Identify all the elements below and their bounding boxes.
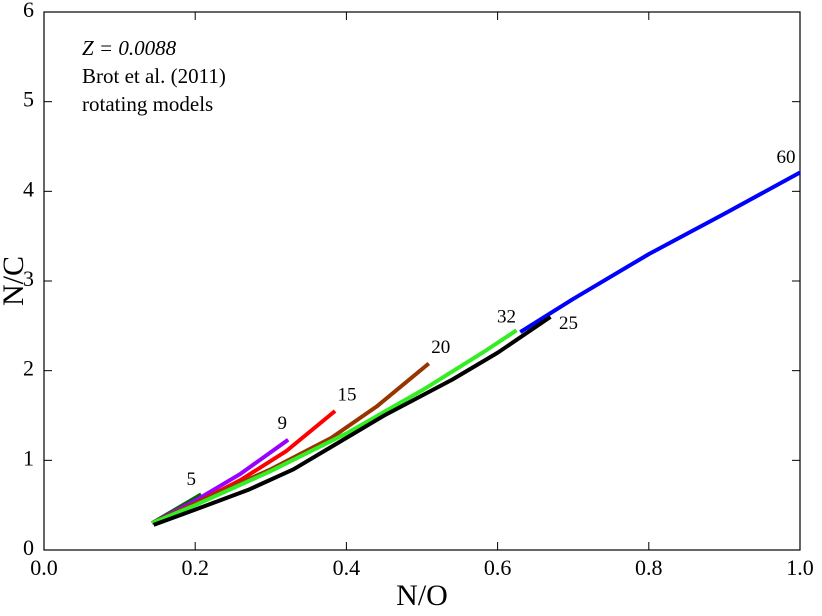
series-label: 9: [277, 413, 287, 434]
y-tick-label: 3: [23, 266, 34, 291]
series-line: [519, 170, 801, 334]
x-tick-label: 1.0: [786, 555, 814, 580]
x-tick-label: 0.6: [484, 555, 512, 580]
x-axis-label: N/O: [396, 579, 448, 612]
x-tick-label: 0.8: [635, 555, 663, 580]
annotation: Z = 0.0088: [82, 36, 177, 60]
series-line: [152, 315, 552, 527]
y-tick-label: 0: [23, 535, 34, 560]
annotation: rotating models: [82, 92, 213, 116]
y-tick-label: 5: [23, 87, 34, 112]
y-tick-label: 2: [23, 356, 34, 381]
series-label: 32: [497, 307, 516, 328]
series-label: 20: [431, 337, 450, 358]
y-tick-label: 6: [23, 0, 34, 22]
series-label: 15: [338, 384, 357, 405]
y-tick-label: 4: [23, 176, 34, 201]
series-label: 25: [559, 313, 578, 334]
annotation: Brot et al. (2011): [82, 64, 226, 88]
series-label: 5: [186, 469, 196, 490]
y-tick-label: 1: [23, 445, 34, 470]
x-tick-label: 0.2: [181, 555, 209, 580]
x-tick-label: 0.0: [30, 555, 58, 580]
x-tick-label: 0.4: [333, 555, 361, 580]
series-label: 60: [777, 147, 796, 168]
series-line: [151, 328, 518, 525]
y-axis-label: N/C: [0, 256, 30, 306]
